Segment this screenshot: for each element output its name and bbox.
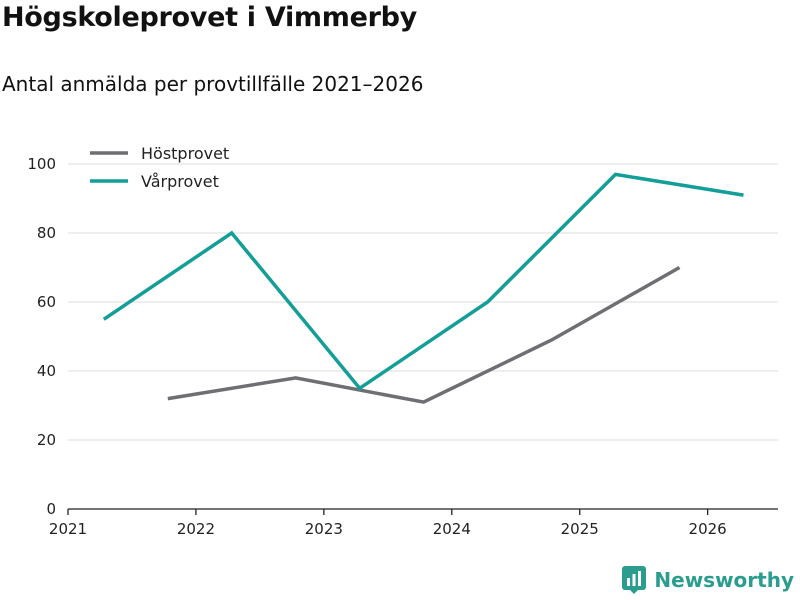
series-line-hostprovet	[167, 265, 681, 404]
x-tick-label: 2022	[177, 520, 215, 538]
series-line-varprovet	[102, 172, 744, 391]
brand-name: Newsworthy	[654, 568, 794, 592]
y-tick-label: 20	[37, 431, 56, 449]
x-tick-label: 2021	[49, 520, 87, 538]
y-tick-label: 60	[37, 293, 56, 311]
legend-label: Vårprovet	[141, 172, 219, 191]
x-tick-label: 2024	[433, 520, 471, 538]
x-tick-label: 2023	[305, 520, 343, 538]
chart-subtitle: Antal anmälda per provtillfälle 2021–202…	[2, 72, 424, 96]
y-tick-label: 40	[37, 362, 56, 380]
x-tick-label: 2025	[561, 520, 599, 538]
brand-logo: Newsworthy	[622, 566, 794, 594]
legend-label: Höstprovet	[141, 144, 229, 163]
y-tick-label: 0	[46, 500, 56, 518]
y-tick-label: 100	[27, 155, 56, 173]
y-tick-label: 80	[37, 224, 56, 242]
bar-chart-logo-icon	[622, 566, 647, 594]
x-tick-label: 2026	[689, 520, 727, 538]
chart-title: Högskoleprovet i Vimmerby	[2, 2, 417, 33]
